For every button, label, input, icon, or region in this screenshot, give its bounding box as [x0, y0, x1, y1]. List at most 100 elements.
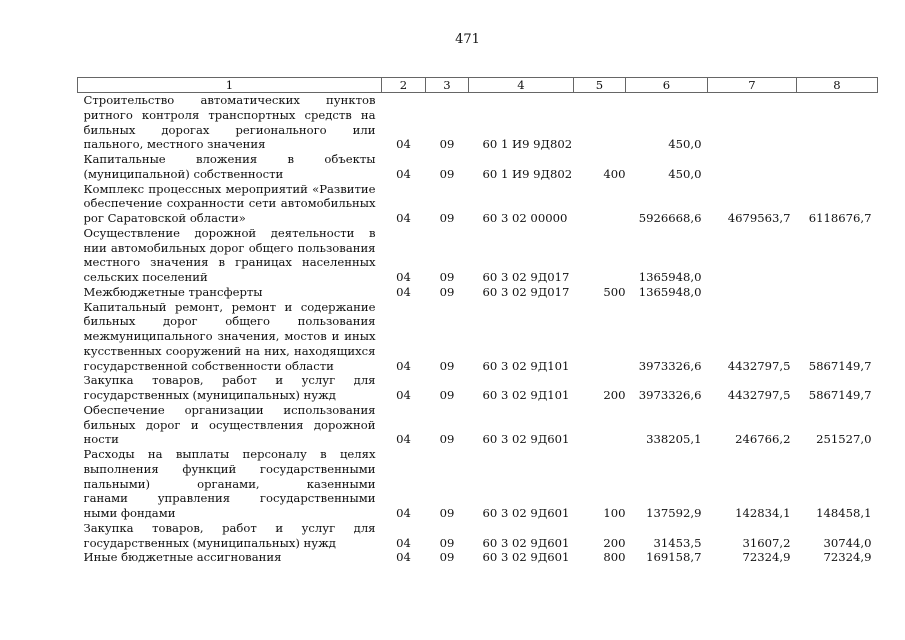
description-line: государственных (муниципальных) нужд	[83, 388, 336, 402]
description-line: Комплекс процессных мероприятий «Развити…	[83, 181, 376, 196]
row-description: Обеспечение организации использования ав…	[78, 403, 382, 447]
description-line: бильных дорог и осуществления дорожной д…	[83, 417, 376, 432]
cell-amount-year-3: 148458,1	[816, 506, 872, 520]
description-line: обеспечение сохранности сети автомобильн…	[83, 196, 376, 211]
table-row: Межбюджетные трансферты 04 09 60 3 02 9Д017…	[78, 285, 878, 300]
description-line: сельских поселений	[83, 270, 208, 284]
cell-amount-year-3	[797, 226, 878, 285]
row-description: Закупка товаров, работ и услуг для обесп…	[78, 373, 382, 403]
row-description: Осуществление дорожной деятельности в от…	[78, 226, 382, 285]
table-row: Иные бюджетные ассигнования 04 09 60 3 02 9…	[78, 550, 878, 565]
description-line: выполнения функций государственными (мун…	[83, 461, 376, 476]
cell-target-article: 60 3 02 9Д101	[482, 388, 570, 402]
description-line: бильных дорогах регионального или межмун…	[83, 122, 376, 137]
description-line: Закупка товаров, работ и услуг для обесп…	[83, 373, 376, 388]
cell-target-article: 60 1 И9 9Д802	[482, 166, 573, 181]
header-row: 1 2 3 4 5 6 7 8	[77, 77, 878, 93]
cell-target-article: 60 3 02 9Д601	[482, 535, 570, 550]
cell-expense-type	[574, 300, 626, 374]
description-line: Расходы на выплаты персоналу в целях обе…	[83, 447, 376, 461]
cell-target-article: 60 3 02 9Д601	[482, 550, 570, 565]
cell-section: 04	[396, 550, 411, 565]
cell-section: 04	[396, 211, 411, 225]
cell-target-article: 60 3 02 00000	[482, 211, 568, 225]
cell-expense-type	[574, 93, 626, 153]
cell-amount-year-1: 137592,9	[646, 506, 702, 520]
table-row: Капитальный ремонт, ремонт и содержание …	[78, 300, 878, 374]
cell-amount-year-3: 6118676,7	[808, 211, 872, 225]
description-line: бильных дорог общего пользования региона…	[83, 314, 376, 329]
cell-amount-year-3	[797, 93, 878, 153]
description-line: Осуществление дорожной деятельности в от…	[83, 225, 376, 240]
cell-amount-year-1: 3973326,6	[638, 358, 702, 373]
header-col-4: 4	[468, 77, 574, 93]
cell-section: 04	[396, 358, 411, 373]
cell-expense-type: 200	[603, 388, 626, 402]
cell-subsection: 09	[439, 388, 455, 402]
row-description: Закупка товаров, работ и услуг для обесп…	[78, 521, 382, 551]
header-col-5: 5	[573, 77, 626, 93]
cell-amount-year-2: 142834,1	[735, 506, 791, 520]
cell-target-article: 60 3 02 9Д101	[482, 358, 570, 373]
cell-amount-year-1: 169158,7	[646, 550, 702, 565]
cell-section: 04	[396, 284, 411, 299]
cell-subsection: 09	[439, 432, 455, 447]
description-line: ганами управления государственными внебю…	[83, 491, 376, 506]
cell-amount-year-3	[797, 152, 878, 182]
description-line: Капитальный ремонт, ремонт и содержание …	[83, 299, 376, 314]
row-description: Комплекс процессных мероприятий «Развити…	[78, 182, 382, 226]
cell-amount-year-2: 31607,2	[742, 535, 791, 550]
cell-target-article: 60 3 02 9Д601	[482, 432, 570, 447]
description-line: Закупка товаров, работ и услуг для обесп…	[83, 520, 376, 535]
cell-amount-year-2	[708, 93, 797, 153]
row-description: Расходы на выплаты персоналу в целях обе…	[78, 447, 382, 521]
cell-expense-type	[574, 226, 626, 285]
cell-amount-year-1: 450,0	[668, 137, 702, 152]
cell-amount-year-1: 1365948,0	[638, 284, 702, 299]
cell-target-article: 60 1 И9 9Д802	[482, 137, 573, 152]
cell-amount-year-2: 4432797,5	[727, 358, 791, 373]
cell-amount-year-2	[708, 285, 797, 300]
cell-section: 04	[396, 270, 411, 284]
cell-subsection: 09	[439, 211, 455, 225]
cell-subsection: 09	[439, 166, 455, 181]
cell-amount-year-1: 338205,1	[646, 432, 702, 447]
description-line: государственной собственности области	[83, 358, 334, 373]
description-line: (муниципальной) собственности	[83, 166, 284, 181]
description-line: пального, местного значения	[83, 137, 266, 152]
cell-expense-type: 100	[603, 506, 626, 520]
header-col-8: 8	[796, 77, 878, 93]
cell-subsection: 09	[439, 535, 455, 550]
cell-expense-type	[574, 403, 626, 447]
header-col-3: 3	[425, 77, 469, 93]
cell-amount-year-1: 1365948,0	[638, 270, 702, 284]
cell-subsection: 09	[439, 506, 455, 520]
cell-expense-type: 400	[603, 166, 626, 181]
cell-amount-year-3: 30744,0	[823, 535, 872, 550]
description-line: Обеспечение организации использования ав…	[83, 402, 376, 417]
cell-section: 04	[396, 535, 411, 550]
cell-expense-type: 800	[603, 550, 626, 565]
cell-amount-year-2	[708, 152, 797, 182]
table-row: Закупка товаров, работ и услуг для обесп…	[78, 373, 878, 403]
cell-section: 04	[396, 388, 411, 402]
description-line: рог Саратовской области»	[83, 211, 246, 225]
cell-target-article: 60 3 02 9Д017	[482, 270, 570, 284]
cell-amount-year-1: 450,0	[668, 166, 702, 181]
cell-amount-year-3: 5867149,7	[808, 358, 872, 373]
table-row: Капитальные вложения в объекты государст…	[78, 152, 878, 182]
page-number: 471	[455, 32, 480, 47]
description-line: пальными) органами, казенными учреждения…	[83, 476, 376, 491]
description-line: межмуниципального значения, мостов и ины…	[83, 329, 376, 343]
cell-amount-year-3: 251527,0	[816, 432, 872, 447]
description-line: Строительство автоматических пунктов вес…	[83, 93, 376, 107]
cell-amount-year-2: 72324,9	[742, 550, 791, 565]
cell-expense-type: 200	[603, 535, 626, 550]
cell-amount-year-1: 3973326,6	[638, 388, 702, 402]
description-line: ности	[83, 432, 119, 447]
cell-amount-year-1: 5926668,6	[638, 211, 702, 225]
table-row: Расходы на выплаты персоналу в целях обе…	[78, 447, 878, 521]
cell-amount-year-2: 4432797,5	[727, 388, 791, 402]
cell-section: 04	[396, 166, 411, 181]
description-line: кусственных сооружений на них, находящих…	[83, 343, 376, 358]
